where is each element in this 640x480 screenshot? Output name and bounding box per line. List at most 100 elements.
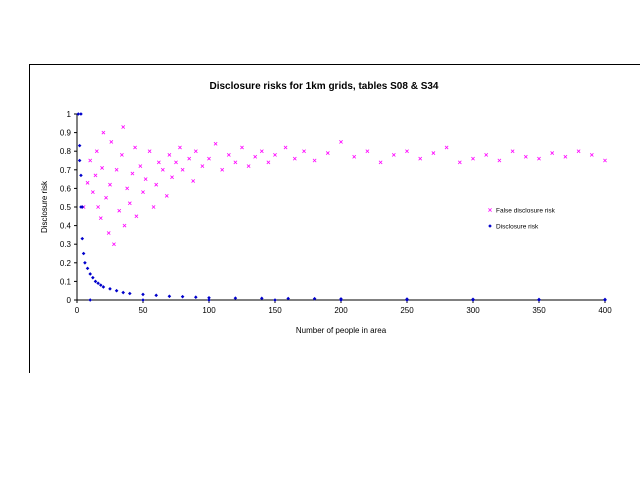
marker-stroke [119,153,124,157]
data-point [194,295,198,300]
data-point [121,290,125,295]
legend-label: False disclosure risk [496,208,556,215]
y-tick-label: 0.3 [60,240,72,249]
legend-label: Disclosure risk [496,224,539,231]
marker-stroke [431,151,436,155]
marker-stroke [160,167,165,172]
marker-stroke [122,223,127,228]
data-point [122,223,127,228]
data-point [98,216,103,221]
marker-stroke [273,153,277,157]
data-point [233,296,238,300]
marker-stroke [141,190,145,195]
data-point [286,296,290,301]
marker-stroke [138,164,143,168]
y-tick-label: 0.5 [60,203,72,212]
data-point [154,182,159,187]
series-0 [81,125,607,247]
data-point [80,236,85,241]
data-point [80,205,85,209]
y-axis-title: Disclosure risk [40,180,49,233]
data-point [497,158,502,163]
marker-stroke [391,153,396,157]
data-point [405,298,409,302]
data-point [537,156,541,161]
data-point [112,242,116,247]
data-point [128,291,132,296]
data-point [108,182,112,187]
marker-stroke [88,158,93,163]
data-point [141,190,145,195]
data-point [193,149,198,154]
marker-stroke [174,160,178,165]
marker-stroke [114,167,119,172]
data-point [603,158,607,163]
data-point [83,261,87,265]
x-tick-label: 300 [466,306,480,315]
data-point [259,149,264,154]
data-point [523,154,528,159]
data-point [537,298,541,302]
data-point [134,214,139,219]
data-point [207,298,211,302]
data-point [88,298,92,302]
marker-stroke [191,179,196,183]
marker-stroke [109,140,114,144]
data-point [180,294,185,299]
x-tick-label: 400 [598,306,612,315]
marker-stroke [471,156,475,161]
data-point [378,160,383,165]
data-point [91,275,95,280]
data-point [510,149,515,154]
marker-stroke [112,242,116,247]
marker-stroke [121,125,126,129]
data-point [88,158,93,163]
marker-stroke [143,177,148,181]
data-point [471,298,475,302]
marker-stroke [266,160,271,165]
data-point [550,151,555,155]
marker-stroke [253,154,258,159]
y-tick-label: 0.4 [60,222,72,231]
data-point [96,205,101,209]
marker-stroke [550,151,555,155]
marker-stroke [497,158,502,163]
data-point [88,272,92,276]
marker-stroke [444,145,449,150]
marker-stroke [108,182,112,187]
marker-stroke [134,214,139,219]
data-point [79,173,83,178]
marker-stroke [90,190,95,195]
data-point [133,145,137,150]
data-point [85,180,90,185]
marker-stroke [233,160,238,165]
data-point [240,145,244,150]
data-point [93,173,98,178]
marker-stroke [603,158,607,163]
data-point [77,143,82,148]
marker-stroke [207,156,211,161]
data-point [114,288,119,293]
data-point [200,164,205,168]
marker-stroke [240,145,244,150]
data-point [121,125,126,129]
data-point [253,154,258,159]
data-point [104,195,108,200]
y-tick-label: 0.7 [60,166,72,175]
data-point [81,251,86,256]
marker-stroke [170,175,174,180]
marker-stroke [104,195,108,200]
marker-stroke [302,149,306,154]
data-point [119,153,124,157]
data-point [365,149,370,154]
data-point [79,112,83,116]
data-point [174,160,178,165]
data-point [141,292,145,297]
x-tick-label: 50 [139,306,148,315]
data-point [444,145,449,150]
data-point [325,151,330,155]
data-point [603,298,607,302]
data-point [170,175,174,180]
data-point [93,279,98,284]
marker-stroke [154,182,159,187]
